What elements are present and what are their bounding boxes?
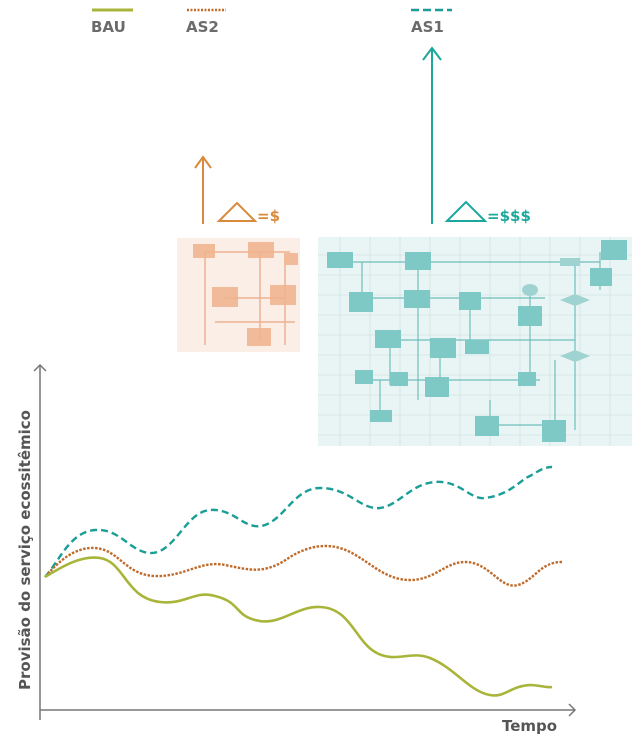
legend-item-as2: AS2 <box>186 8 226 36</box>
as2-curve <box>44 544 563 587</box>
as1-cost-label: =$$$ <box>444 200 531 225</box>
legend-label-as2: AS2 <box>186 18 219 36</box>
as1-cost-arrow <box>422 46 442 224</box>
delta-icon <box>444 200 488 222</box>
complex-flowchart-image <box>318 237 632 446</box>
x-axis-label: Tempo <box>502 717 557 735</box>
bau-curve <box>44 556 553 697</box>
delta-icon <box>216 201 258 222</box>
as2-cost-text: =$ <box>257 207 280 225</box>
legend-item-bau: BAU <box>91 8 133 36</box>
as2-cost-label: =$ <box>216 201 280 225</box>
as2-cost-arrow <box>194 155 212 224</box>
as1-cost-text: =$$$ <box>487 207 531 225</box>
y-axis-label: Provisão do serviço ecossitêmico <box>16 410 34 690</box>
legend-label-as1: AS1 <box>411 18 444 36</box>
simple-flowchart-image <box>177 238 300 352</box>
legend-item-as1: AS1 <box>411 8 452 36</box>
legend-label-bau: BAU <box>91 18 126 36</box>
as1-curve <box>44 465 553 578</box>
legend: BAU AS2 AS1 <box>91 8 452 36</box>
chart-axes: Provisão do serviço ecossitêmico Tempo <box>16 363 577 735</box>
